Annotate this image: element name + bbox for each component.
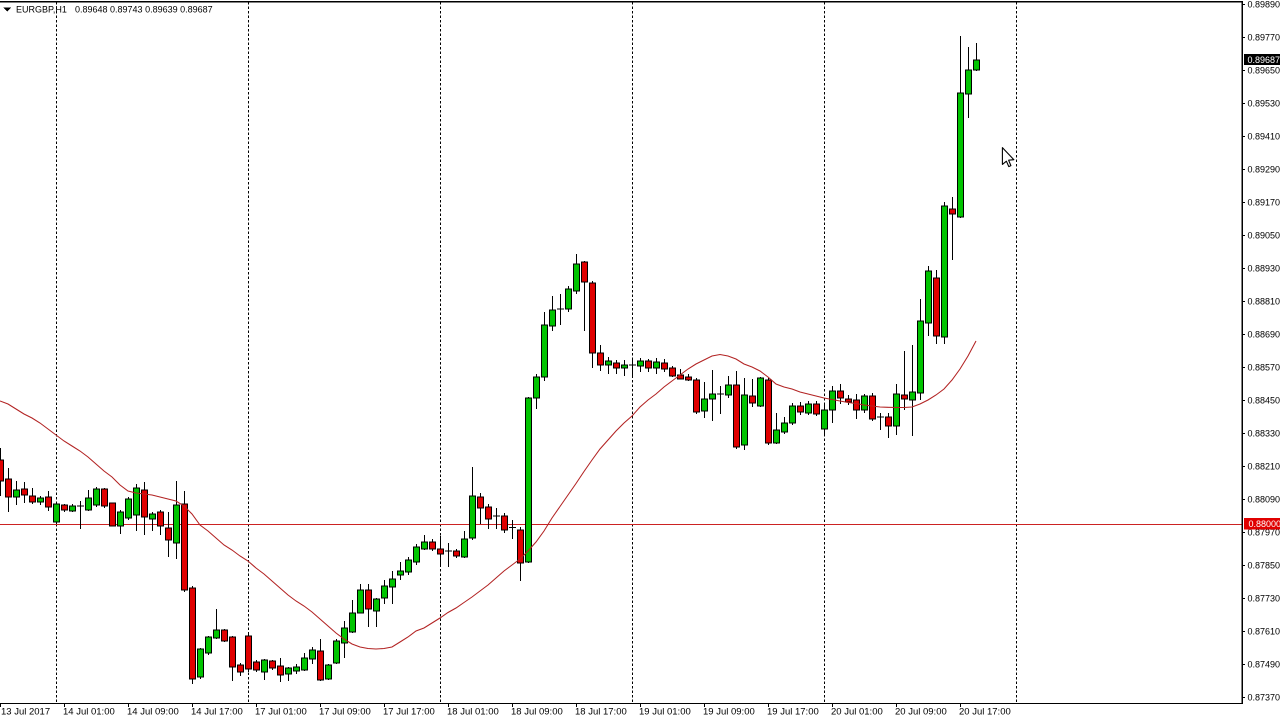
svg-text:0.87610: 0.87610 [1248, 626, 1280, 636]
svg-text:0.88930: 0.88930 [1248, 263, 1280, 273]
svg-text:0.89648 0.89743 0.89639 0.8968: 0.89648 0.89743 0.89639 0.89687 [75, 5, 213, 15]
svg-text:0.88090: 0.88090 [1248, 494, 1280, 504]
svg-text:0.89290: 0.89290 [1248, 164, 1280, 174]
svg-text:0.88210: 0.88210 [1248, 461, 1280, 471]
svg-text:0.88450: 0.88450 [1248, 395, 1280, 405]
svg-text:0.88570: 0.88570 [1248, 362, 1280, 372]
svg-text:0.87850: 0.87850 [1248, 560, 1280, 570]
svg-text:0.88330: 0.88330 [1248, 428, 1280, 438]
svg-text:0.89687: 0.89687 [1248, 55, 1280, 65]
svg-text:18 Jul 09:00: 18 Jul 09:00 [511, 707, 563, 718]
svg-text:14 Jul 09:00: 14 Jul 09:00 [127, 707, 179, 718]
svg-text:0.89170: 0.89170 [1248, 197, 1280, 207]
svg-text:17 Jul 17:00: 17 Jul 17:00 [383, 707, 435, 718]
svg-text:0.89890: 0.89890 [1248, 0, 1280, 9]
svg-text:20 Jul 01:00: 20 Jul 01:00 [831, 707, 883, 718]
svg-text:EURGBP,H1: EURGBP,H1 [16, 5, 67, 15]
svg-text:0.88690: 0.88690 [1248, 329, 1280, 339]
svg-text:0.89410: 0.89410 [1248, 131, 1280, 141]
svg-text:0.88810: 0.88810 [1248, 296, 1280, 306]
svg-text:0.89770: 0.89770 [1248, 32, 1280, 42]
svg-text:13 Jul 2017: 13 Jul 2017 [1, 707, 50, 718]
svg-text:0.88000: 0.88000 [1249, 519, 1280, 529]
svg-text:20 Jul 09:00: 20 Jul 09:00 [895, 707, 947, 718]
svg-text:0.89530: 0.89530 [1248, 98, 1280, 108]
svg-text:18 Jul 01:00: 18 Jul 01:00 [447, 707, 499, 718]
svg-text:14 Jul 17:00: 14 Jul 17:00 [191, 707, 243, 718]
svg-text:20 Jul 17:00: 20 Jul 17:00 [959, 707, 1011, 718]
svg-text:17 Jul 01:00: 17 Jul 01:00 [255, 707, 307, 718]
svg-text:0.87370: 0.87370 [1248, 692, 1280, 702]
svg-text:0.87970: 0.87970 [1248, 527, 1280, 537]
svg-text:19 Jul 17:00: 19 Jul 17:00 [767, 707, 819, 718]
svg-text:0.89650: 0.89650 [1248, 65, 1280, 75]
svg-text:0.89050: 0.89050 [1248, 230, 1280, 240]
svg-text:19 Jul 01:00: 19 Jul 01:00 [639, 707, 691, 718]
svg-text:14 Jul 01:00: 14 Jul 01:00 [63, 707, 115, 718]
svg-text:17 Jul 09:00: 17 Jul 09:00 [319, 707, 371, 718]
svg-text:18 Jul 17:00: 18 Jul 17:00 [575, 707, 627, 718]
svg-text:0.87730: 0.87730 [1248, 593, 1280, 603]
svg-text:0.87490: 0.87490 [1248, 659, 1280, 669]
svg-text:19 Jul 09:00: 19 Jul 09:00 [703, 707, 755, 718]
